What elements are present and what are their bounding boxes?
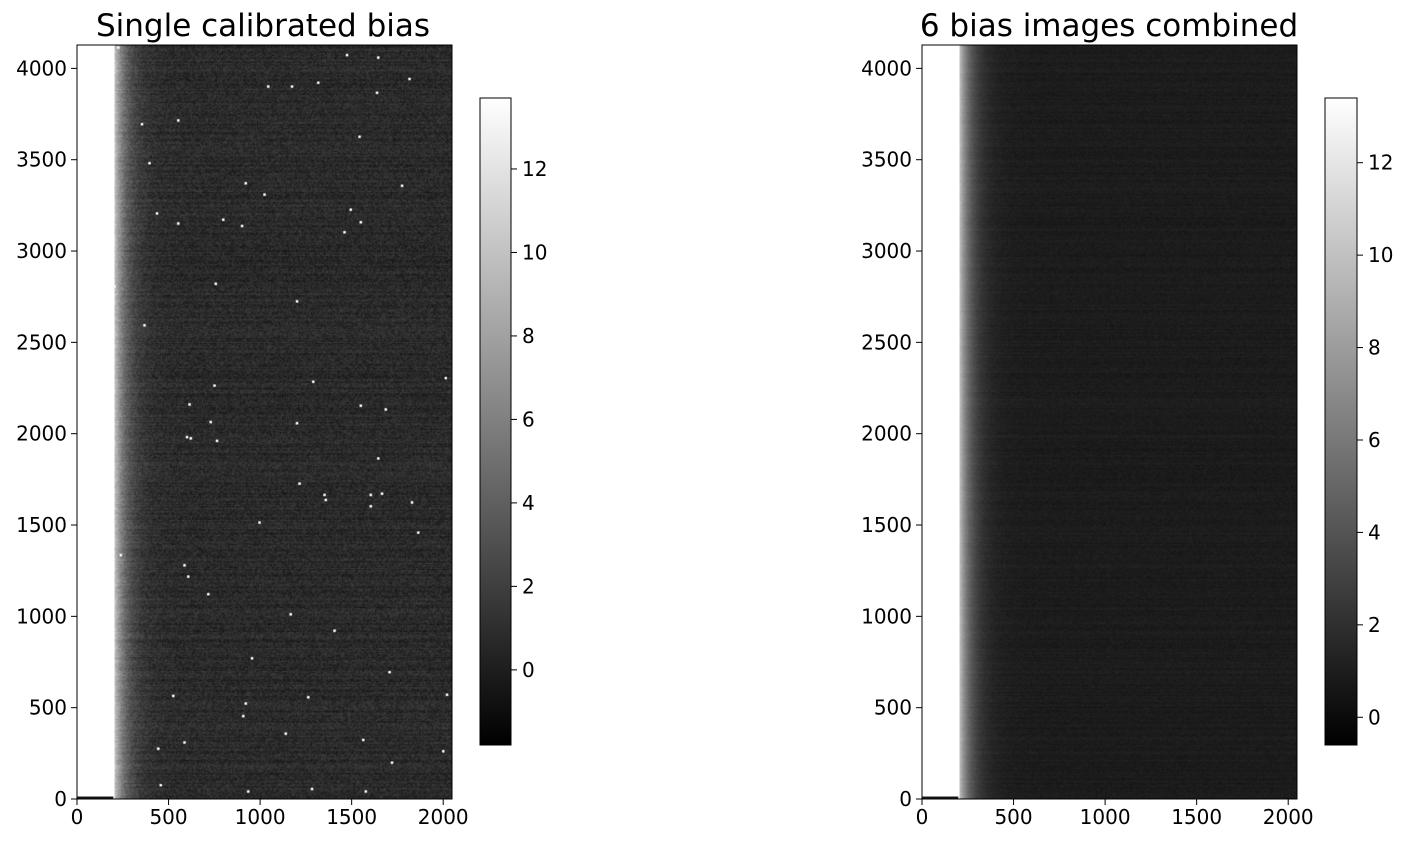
colorbar-frame [479, 97, 512, 746]
y-tick-label: 3000 [16, 239, 67, 263]
plot-frame [76, 44, 453, 800]
y-tick-label: 2000 [861, 422, 912, 446]
y-tick-label: 4000 [16, 56, 67, 80]
colorbar-tick-label: 4 [522, 491, 535, 515]
y-tick-label: 0 [899, 787, 912, 811]
x-tick-label: 500 [994, 805, 1032, 829]
colorbar-tick-label: 0 [1368, 705, 1381, 729]
y-axis: 0 500 1000 1500 2000 2500 3000 3500 4000 [16, 56, 77, 811]
x-tick-label: 0 [916, 805, 929, 829]
colorbar-tick-label: 4 [1368, 520, 1381, 544]
colorbar-tick-label: 10 [522, 240, 547, 264]
colorbar-tick-label: 6 [522, 407, 535, 431]
y-tick-label: 2500 [16, 330, 67, 354]
x-axis: 0 500 1000 1500 2000 [916, 799, 1314, 829]
x-tick-label: 2000 [418, 805, 469, 829]
colorbar-frame [1324, 97, 1358, 746]
y-tick-label: 3500 [16, 148, 67, 172]
colorbar-tick-label: 12 [1368, 151, 1393, 175]
plot-frame [921, 44, 1298, 800]
y-tick-label: 2500 [861, 330, 912, 354]
colorbar-tick-label: 10 [1368, 243, 1393, 267]
y-tick-label: 1000 [16, 604, 67, 628]
colorbar-axis: 0 2 4 6 8 10 12 [511, 157, 547, 682]
y-tick-label: 3500 [861, 148, 912, 172]
colorbar-tick-label: 2 [522, 574, 535, 598]
y-tick-label: 3000 [861, 239, 912, 263]
colorbar-tick-label: 8 [1368, 336, 1381, 360]
x-tick-label: 1000 [235, 805, 286, 829]
x-tick-label: 0 [71, 805, 84, 829]
y-axis: 0 500 1000 1500 2000 2500 3000 3500 4000 [861, 56, 922, 811]
y-tick-label: 1000 [861, 604, 912, 628]
y-tick-label: 0 [54, 787, 67, 811]
colorbar [480, 98, 511, 745]
y-tick-label: 2000 [16, 422, 67, 446]
chart-title: 6 bias images combined [920, 8, 1298, 44]
bias-image [922, 45, 1297, 799]
y-tick-label: 500 [874, 696, 912, 720]
x-tick-label: 1500 [1171, 805, 1222, 829]
y-tick-label: 1500 [16, 513, 67, 537]
colorbar-tick-label: 2 [1368, 613, 1381, 637]
colorbar-tick-label: 12 [522, 157, 547, 181]
panel-single-bias: Single calibrated bias 0 500 1000 1500 2000 … [16, 8, 547, 829]
y-tick-label: 500 [29, 696, 67, 720]
y-tick-label: 4000 [861, 56, 912, 80]
colorbar-tick-label: 8 [522, 324, 535, 348]
chart-title: Single calibrated bias [96, 8, 430, 44]
colorbar-axis: 0 2 4 6 8 10 12 [1357, 151, 1393, 729]
colorbar [1325, 98, 1357, 745]
colorbar-tick-label: 6 [1368, 428, 1381, 452]
x-axis: 0 500 1000 1500 2000 [71, 799, 469, 829]
x-tick-label: 1500 [326, 805, 377, 829]
x-tick-label: 500 [149, 805, 187, 829]
x-tick-label: 2000 [1263, 805, 1314, 829]
y-tick-label: 1500 [861, 513, 912, 537]
x-tick-label: 1000 [1080, 805, 1131, 829]
bias-image [77, 45, 452, 799]
panel-combined-bias: 6 bias images combined 0 500 1000 1500 2000 … [861, 8, 1393, 829]
colorbar-tick-label: 0 [522, 658, 535, 682]
